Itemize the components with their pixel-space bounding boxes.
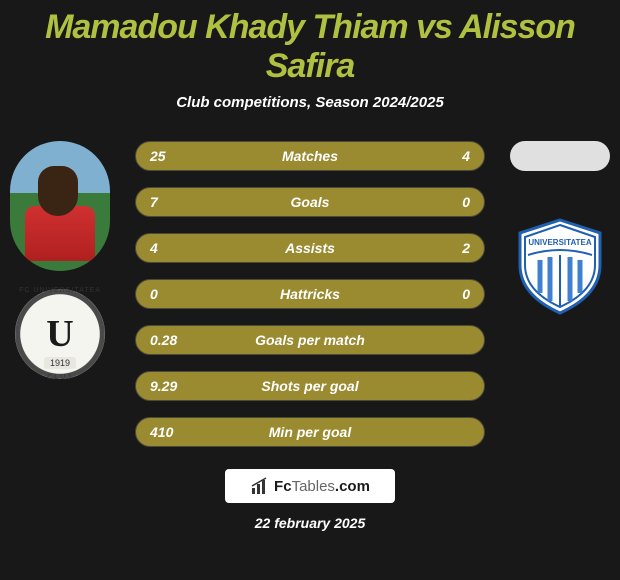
club-crest-left: FC UNIVERSITATEA U 1919 CLUJ — [15, 289, 105, 379]
stat-label: Hattricks — [136, 286, 484, 302]
crest-left-ring-top: FC UNIVERSITATEA — [19, 287, 101, 294]
branding-text: FcTables.com — [274, 478, 370, 495]
stat-right-value: 0 — [462, 286, 470, 302]
crest-left-year: 1919 — [44, 357, 76, 369]
comparison-date: 22 february 2025 — [0, 515, 620, 531]
stat-right-value: 2 — [462, 240, 470, 256]
stat-label: Goals — [136, 194, 484, 210]
stat-left-value: 7 — [150, 194, 158, 210]
stat-right-value: 0 — [462, 194, 470, 210]
stat-row: 4Assists2 — [135, 233, 485, 263]
stat-left-value: 9.29 — [150, 378, 177, 394]
right-player-column: UNIVERSITATEA — [500, 141, 620, 315]
stat-label: Matches — [136, 148, 484, 164]
chart-icon — [250, 476, 270, 496]
stat-left-value: 0 — [150, 286, 158, 302]
club-crest-right: UNIVERSITATEA — [510, 215, 610, 315]
stat-left-value: 0.28 — [150, 332, 177, 348]
stat-row: 410Min per goal — [135, 417, 485, 447]
player-right-avatar — [510, 141, 610, 171]
stat-label: Min per goal — [136, 424, 484, 440]
left-player-column: FC UNIVERSITATEA U 1919 CLUJ — [0, 141, 120, 379]
stat-left-value: 25 — [150, 148, 166, 164]
stat-row: 0.28Goals per match — [135, 325, 485, 355]
stat-label: Shots per goal — [136, 378, 484, 394]
player-left-avatar — [10, 141, 110, 271]
stat-row: 25Matches4 — [135, 141, 485, 171]
stat-left-value: 410 — [150, 424, 173, 440]
crest-left-letter: U — [46, 312, 73, 356]
stat-label: Goals per match — [136, 332, 484, 348]
stat-row: 7Goals0 — [135, 187, 485, 217]
main-area: FC UNIVERSITATEA U 1919 CLUJ UNIVERSITAT… — [0, 141, 620, 447]
stats-column: 25Matches47Goals04Assists20Hattricks00.2… — [135, 141, 485, 447]
branding-badge: FcTables.com — [225, 469, 395, 503]
stat-label: Assists — [136, 240, 484, 256]
stat-row: 9.29Shots per goal — [135, 371, 485, 401]
comparison-title: Mamadou Khady Thiam vs Alisson Safira — [0, 0, 620, 86]
svg-text:UNIVERSITATEA: UNIVERSITATEA — [528, 238, 591, 247]
stat-row: 0Hattricks0 — [135, 279, 485, 309]
shield-icon: UNIVERSITATEA — [510, 215, 610, 315]
stat-right-value: 4 — [462, 148, 470, 164]
stat-left-value: 4 — [150, 240, 158, 256]
crest-left-ring-bot: CLUJ — [47, 374, 73, 381]
season-subtitle: Club competitions, Season 2024/2025 — [0, 94, 620, 111]
